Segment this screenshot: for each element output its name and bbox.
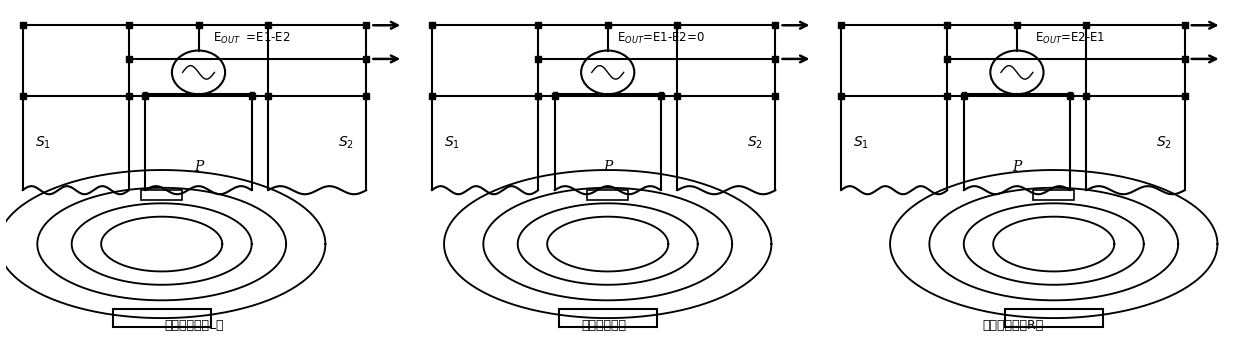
Text: P: P [1012,160,1022,174]
Text: 铁芯位于中间: 铁芯位于中间 [582,319,626,332]
Text: $S_2$: $S_2$ [339,135,355,151]
Text: $S_1$: $S_1$ [35,135,51,151]
Text: E$_{OUT}$  =E1-E2: E$_{OUT}$ =E1-E2 [213,31,290,46]
Bar [113,309,211,327]
Bar [1004,309,1102,327]
Text: $S_1$: $S_1$ [853,135,869,151]
Text: E$_{OUT}$=E2-E1: E$_{OUT}$=E2-E1 [1035,31,1105,46]
Text: $S_1$: $S_1$ [444,135,460,151]
Text: $S_2$: $S_2$ [748,135,764,151]
Text: 铁芯偏左侧（L）: 铁芯偏左侧（L） [165,319,224,332]
Text: P: P [193,160,203,174]
Bar [1033,190,1074,200]
Bar [141,190,182,200]
Bar [558,309,657,327]
Text: P: P [603,160,613,174]
Text: $S_2$: $S_2$ [1157,135,1173,151]
Text: E$_{OUT}$=E1-E2=0: E$_{OUT}$=E1-E2=0 [618,31,704,46]
Text: 铁芯偏右侧（R）: 铁芯偏右侧（R） [982,319,1043,332]
Bar [588,190,629,200]
